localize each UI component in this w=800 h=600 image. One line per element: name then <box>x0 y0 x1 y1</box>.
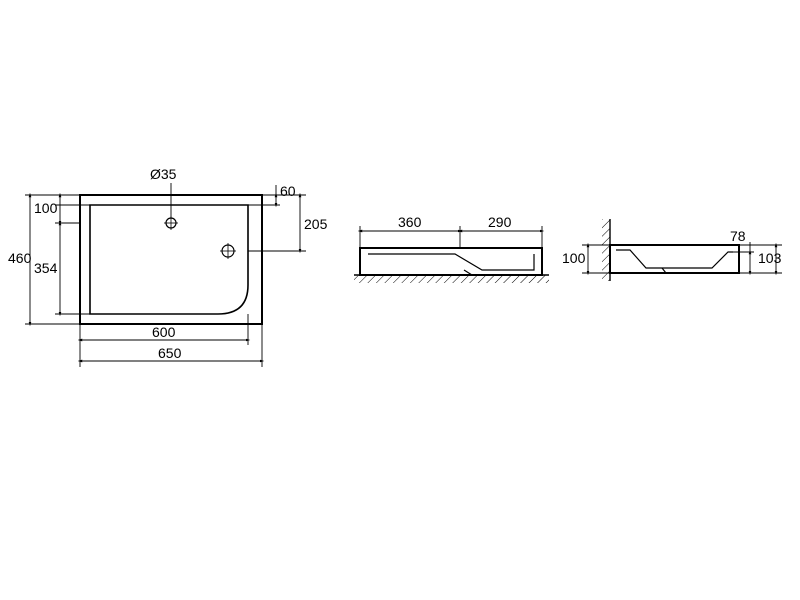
dim-60: 60 <box>280 183 296 199</box>
dim-100: 100 <box>34 200 58 216</box>
dim-460: 460 <box>8 250 32 266</box>
dim-78: 78 <box>730 228 746 244</box>
dim-side-100: 100 <box>562 250 586 266</box>
dim-354: 354 <box>34 260 58 276</box>
front-view: 360 290 <box>354 214 549 283</box>
drawing-canvas: Ø35 460 354 100 600 650 60 <box>0 0 800 600</box>
dim-290: 290 <box>488 214 512 230</box>
dim-360: 360 <box>398 214 422 230</box>
dim-103: 103 <box>758 250 782 266</box>
dim-650: 650 <box>158 345 182 361</box>
dim-hole-dia: Ø35 <box>150 166 177 182</box>
top-view: Ø35 460 354 100 600 650 60 <box>8 166 328 367</box>
dim-600: 600 <box>152 324 176 340</box>
dim-205: 205 <box>304 216 328 232</box>
side-view: 100 78 103 <box>562 219 782 281</box>
